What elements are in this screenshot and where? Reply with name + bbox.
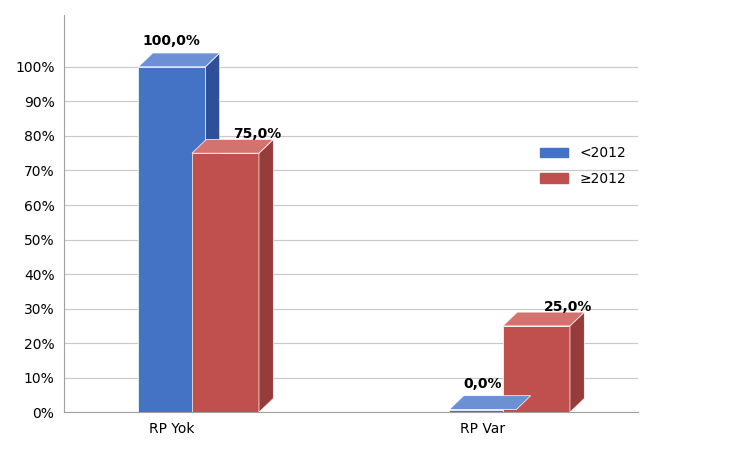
Polygon shape — [259, 139, 273, 412]
Polygon shape — [570, 312, 584, 412]
Polygon shape — [449, 396, 531, 410]
Polygon shape — [517, 396, 531, 412]
Text: 0,0%: 0,0% — [463, 377, 502, 391]
Polygon shape — [503, 326, 570, 412]
Polygon shape — [138, 53, 220, 67]
Text: 25,0%: 25,0% — [544, 300, 592, 314]
Polygon shape — [192, 153, 259, 412]
Text: 100,0%: 100,0% — [143, 34, 201, 48]
Polygon shape — [503, 312, 584, 326]
Polygon shape — [449, 410, 517, 412]
Text: 75,0%: 75,0% — [233, 127, 281, 141]
Polygon shape — [205, 53, 220, 412]
Polygon shape — [138, 67, 205, 412]
Polygon shape — [192, 139, 273, 153]
Legend: <2012, ≥2012: <2012, ≥2012 — [535, 141, 632, 191]
